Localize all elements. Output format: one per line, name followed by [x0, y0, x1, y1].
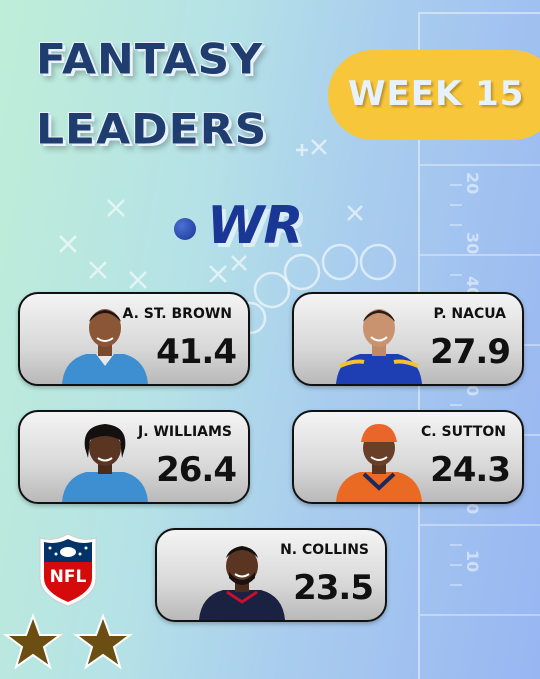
player-photo-avatar: [62, 309, 148, 384]
player-name: C. SUTTON: [421, 424, 506, 440]
player-name: N. COLLINS: [280, 542, 369, 558]
player-name: P. NACUA: [433, 306, 506, 322]
player-points: 27.9: [430, 332, 511, 372]
player-card: N. COLLINS 23.5: [155, 528, 387, 622]
title-line-2: LEADERS: [36, 105, 268, 154]
player-points: 41.4: [156, 332, 237, 372]
title-line-1: FANTASY: [36, 35, 264, 84]
player-photo-avatar: [62, 424, 148, 502]
nfl-shield-logo: NFL: [39, 533, 97, 607]
player-points: 24.3: [430, 450, 511, 490]
nfl-logo-text: NFL: [50, 567, 87, 587]
player-card: A. ST. BROWN 41.4: [18, 292, 250, 386]
position-label: WR: [207, 196, 303, 256]
player-card: C. SUTTON 24.3: [292, 410, 524, 504]
week-pill: [328, 50, 540, 140]
player-photo-avatar: [199, 546, 285, 620]
player-name: J. WILLIAMS: [138, 424, 232, 440]
player-points: 26.4: [156, 450, 237, 490]
player-card: J. WILLIAMS 26.4: [18, 410, 250, 504]
star-icon: [73, 613, 133, 670]
star-icon: [2, 613, 63, 670]
bullet-dot: [174, 218, 196, 240]
player-name: A. ST. BROWN: [122, 306, 233, 322]
week-label: WEEK 15: [348, 74, 525, 114]
player-card: P. NACUA 27.9: [292, 292, 524, 386]
player-photo-avatar: [336, 309, 422, 384]
player-points: 23.5: [293, 568, 374, 608]
player-photo-avatar: [336, 424, 422, 502]
